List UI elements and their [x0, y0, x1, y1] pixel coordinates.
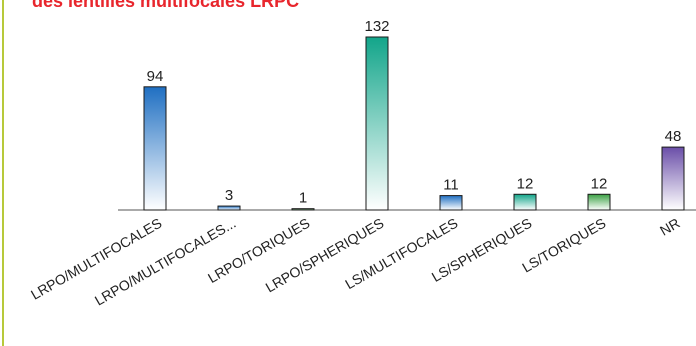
- bar-2: [291, 208, 315, 211]
- value-label-1: 3: [225, 187, 233, 204]
- value-labels-layer: 94 3 1 132 11 12 12 48: [147, 18, 682, 207]
- bar-0: [143, 86, 167, 211]
- chart-title: des lentilles multifocales LRPC: [32, 0, 300, 11]
- value-label-5: 12: [517, 175, 534, 192]
- value-label-2: 1: [299, 190, 307, 207]
- bar-7: [661, 146, 685, 211]
- bar-5: [513, 193, 537, 211]
- tick-label-0: LRPO/MULTIFOCALES: [28, 215, 164, 303]
- left-border-line: [2, 0, 4, 346]
- value-label-7: 48: [665, 128, 682, 145]
- value-label-6: 12: [591, 175, 608, 192]
- bars-layer: [143, 36, 685, 211]
- bar-4: [439, 195, 463, 211]
- tick-label-3: LRPO/SPHERIQUES: [263, 215, 387, 296]
- value-label-0: 94: [147, 68, 164, 85]
- tick-label-1: LRPO/MULTIFOCALES...: [92, 215, 239, 309]
- bar-3: [365, 36, 389, 211]
- tick-label-7: NR: [657, 215, 683, 239]
- value-label-3: 132: [364, 18, 389, 35]
- bar-1: [217, 205, 241, 211]
- bar-6: [587, 193, 611, 211]
- tick-label-6: LS/TORIQUES: [519, 215, 608, 276]
- value-label-4: 11: [443, 177, 459, 194]
